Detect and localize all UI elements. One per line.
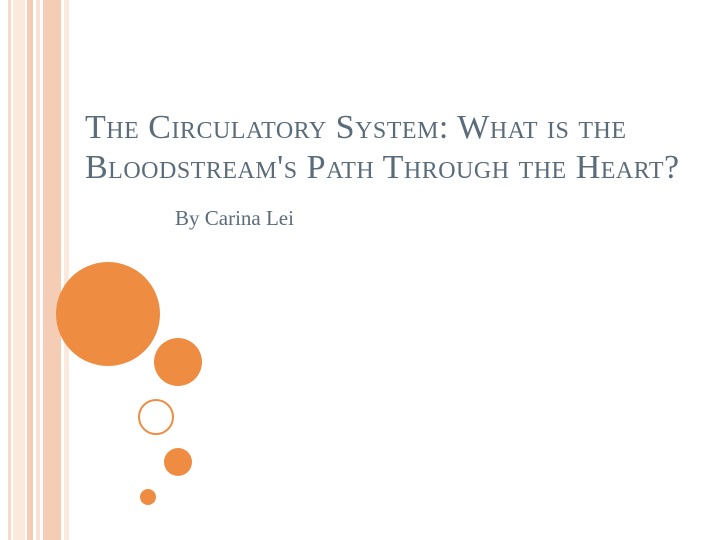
circle-decoration: [140, 489, 156, 505]
circle-decoration: [138, 399, 174, 435]
circle-decoration: [164, 448, 192, 476]
circle-decoration: [154, 338, 202, 386]
stripe: [27, 0, 33, 540]
stripe: [64, 0, 69, 540]
stripe: [13, 0, 25, 540]
stripe: [43, 0, 61, 540]
slide-title: The Circulatory System: What is the Bloo…: [85, 108, 695, 188]
slide-content: The Circulatory System: What is the Bloo…: [85, 108, 695, 231]
left-stripes-decoration: [0, 0, 80, 540]
stripe: [8, 0, 11, 540]
stripe: [36, 0, 40, 540]
circle-decoration: [56, 262, 160, 366]
slide-author: By Carina Lei: [175, 206, 695, 231]
